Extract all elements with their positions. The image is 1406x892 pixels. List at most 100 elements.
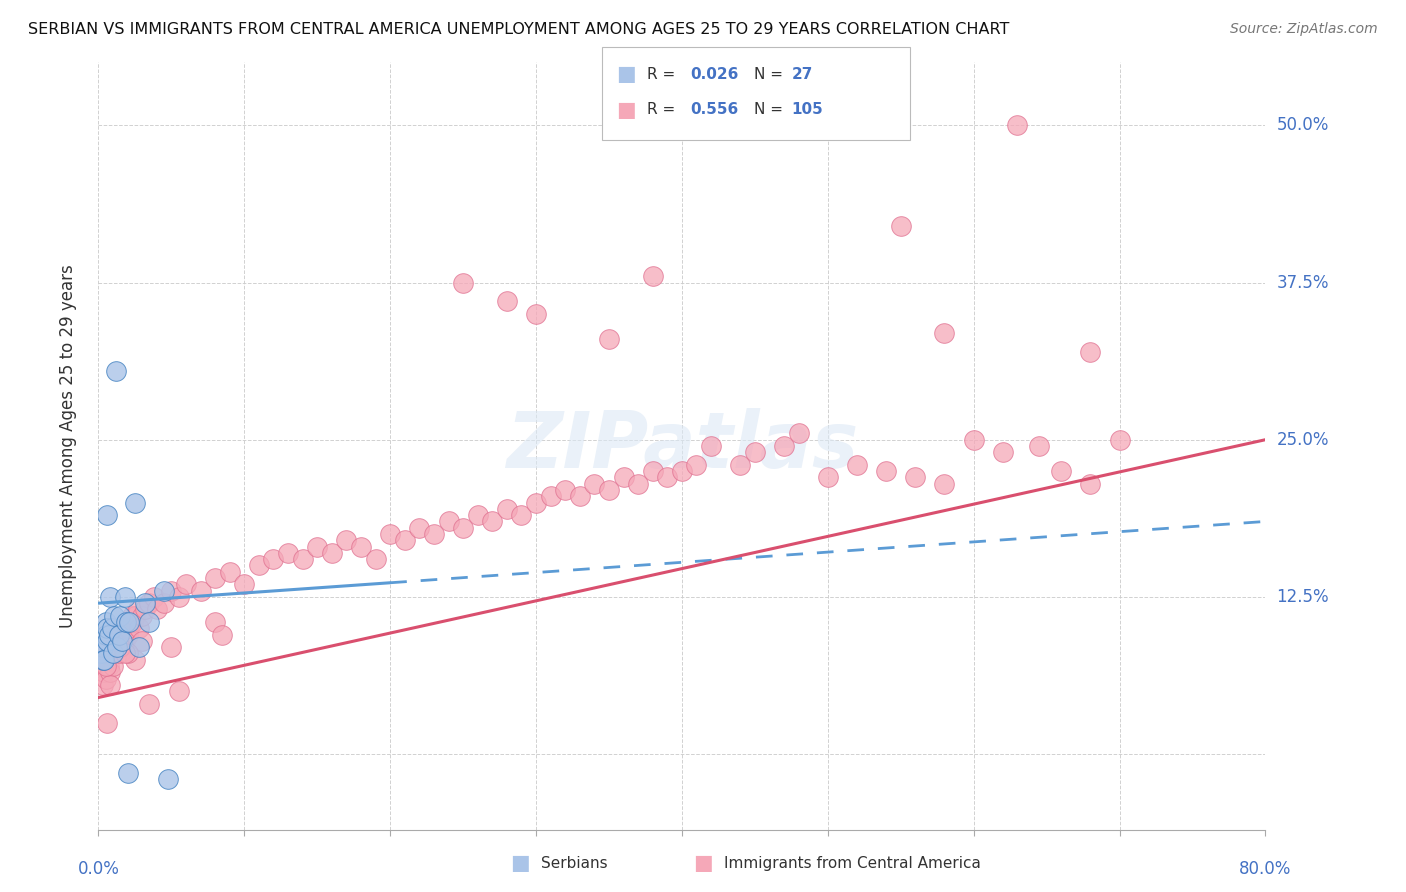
Point: [105, 640, 128, 655]
Text: 0.026: 0.026: [690, 67, 738, 81]
Point: [218, 565, 240, 579]
Point: [1007, 118, 1029, 132]
Text: Serbians: Serbians: [541, 856, 607, 871]
Point: [167, 684, 190, 698]
Text: R =: R =: [647, 103, 681, 117]
Point: [451, 276, 474, 290]
Point: [128, 621, 150, 635]
Point: [94, 627, 117, 641]
Text: 0.556: 0.556: [690, 103, 738, 117]
Point: [94, 615, 117, 629]
Point: [101, 634, 124, 648]
Point: [131, 608, 153, 623]
Point: [134, 596, 156, 610]
Point: [124, 495, 146, 509]
Point: [118, 615, 141, 629]
Point: [846, 458, 869, 472]
Point: [115, 615, 138, 629]
Point: [160, 640, 183, 655]
Point: [167, 590, 190, 604]
Point: [153, 596, 176, 610]
Point: [335, 533, 357, 548]
Text: 12.5%: 12.5%: [1277, 588, 1329, 606]
Point: [787, 426, 810, 441]
Point: [657, 470, 679, 484]
Point: [138, 697, 160, 711]
Point: [96, 634, 118, 648]
Text: 25.0%: 25.0%: [1277, 431, 1329, 449]
Point: [467, 508, 489, 523]
Point: [524, 307, 547, 321]
Point: [117, 627, 139, 641]
Point: [160, 583, 183, 598]
Point: [124, 653, 146, 667]
Point: [104, 363, 127, 377]
Text: N =: N =: [754, 103, 787, 117]
Point: [554, 483, 576, 497]
Point: [134, 602, 156, 616]
Point: [142, 590, 165, 604]
Text: ■: ■: [616, 64, 636, 84]
Point: [962, 433, 984, 447]
Point: [104, 634, 127, 648]
Point: [613, 470, 636, 484]
Text: ■: ■: [510, 854, 530, 873]
Text: Immigrants from Central America: Immigrants from Central America: [724, 856, 981, 871]
Point: [117, 766, 139, 780]
Point: [115, 615, 138, 629]
Point: [904, 470, 927, 484]
Point: [117, 647, 139, 661]
Point: [101, 647, 124, 661]
Point: [641, 464, 664, 478]
Point: [124, 608, 146, 623]
Point: [934, 476, 956, 491]
Point: [114, 634, 136, 648]
Point: [96, 715, 118, 730]
Point: [263, 552, 285, 566]
Text: N =: N =: [754, 67, 787, 81]
Point: [127, 602, 149, 616]
Point: [641, 269, 664, 284]
Point: [108, 627, 131, 641]
Point: [131, 634, 153, 648]
Point: [111, 627, 134, 641]
Point: [204, 615, 226, 629]
Point: [685, 458, 707, 472]
Point: [100, 640, 122, 655]
Point: [138, 615, 160, 629]
Point: [233, 577, 256, 591]
Point: [496, 501, 519, 516]
Text: ■: ■: [693, 854, 713, 873]
Point: [583, 476, 606, 491]
Point: [122, 615, 145, 629]
Point: [568, 489, 591, 503]
Point: [291, 552, 314, 566]
Point: [890, 219, 912, 233]
Point: [114, 647, 136, 661]
Point: [1028, 439, 1050, 453]
Point: [364, 552, 387, 566]
Point: [153, 583, 176, 598]
Point: [437, 515, 460, 529]
Point: [934, 326, 956, 340]
Point: [97, 627, 120, 641]
Point: [112, 621, 135, 635]
Point: [90, 647, 112, 661]
Point: [96, 621, 118, 635]
Point: [1050, 464, 1073, 478]
Point: [98, 590, 121, 604]
Point: [598, 483, 620, 497]
Point: [1108, 433, 1130, 447]
Point: [91, 653, 114, 667]
Point: [91, 678, 114, 692]
Point: [598, 332, 620, 346]
Point: [110, 608, 132, 623]
Point: [730, 458, 752, 472]
Point: [120, 615, 142, 629]
Point: [103, 608, 125, 623]
Text: SERBIAN VS IMMIGRANTS FROM CENTRAL AMERICA UNEMPLOYMENT AMONG AGES 25 TO 29 YEAR: SERBIAN VS IMMIGRANTS FROM CENTRAL AMERI…: [28, 22, 1010, 37]
Point: [394, 533, 416, 548]
Point: [991, 445, 1014, 459]
Point: [157, 772, 180, 787]
Y-axis label: Unemployment Among Ages 25 to 29 years: Unemployment Among Ages 25 to 29 years: [59, 264, 77, 628]
